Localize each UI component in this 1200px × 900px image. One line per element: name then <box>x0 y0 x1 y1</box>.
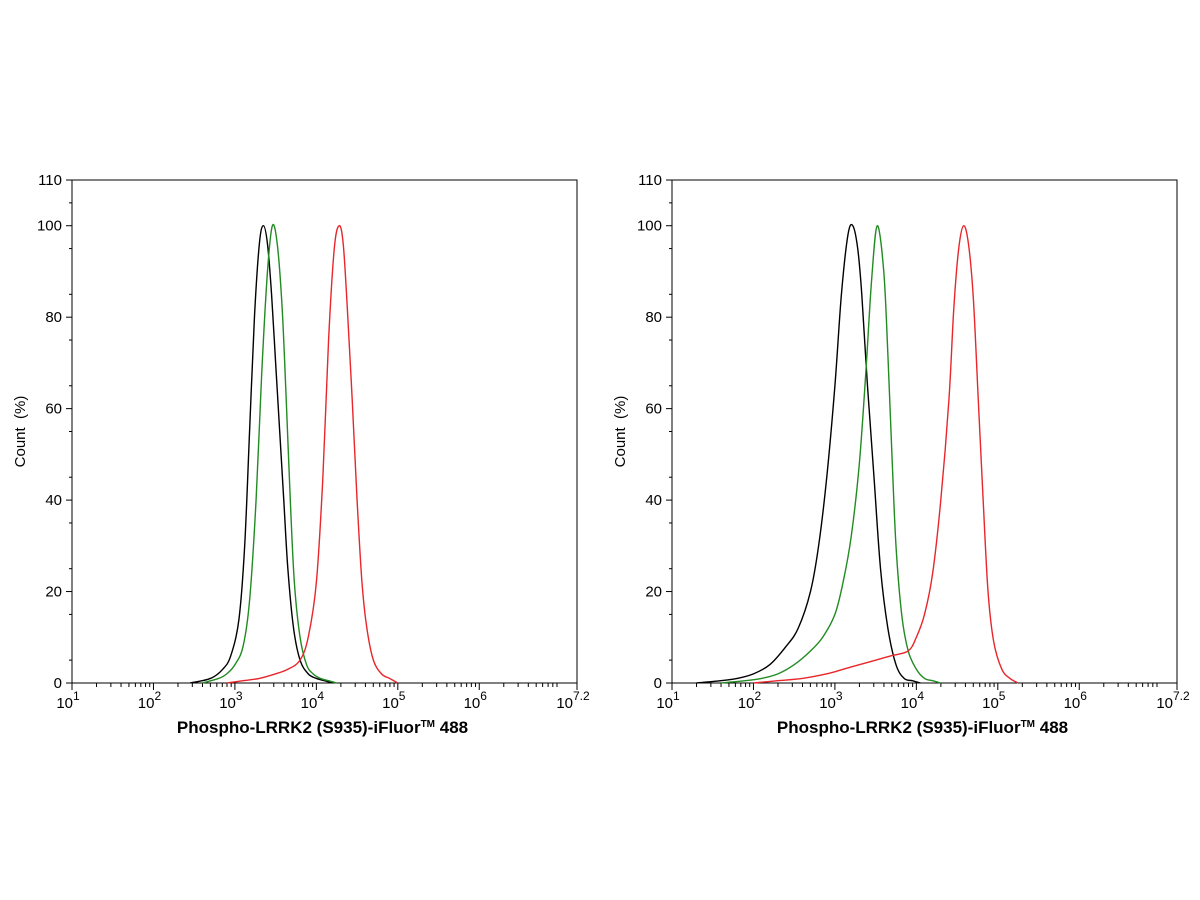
x-tick-exponent: 6 <box>1080 689 1087 703</box>
x-tick-exponent: 1 <box>673 689 680 703</box>
x-tick-base: 10 <box>382 695 399 712</box>
y-tick-label: 80 <box>645 309 662 326</box>
x-tick-base: 10 <box>219 695 236 712</box>
x-tick-label: 104 <box>301 689 325 712</box>
x-tick-label: 106 <box>1064 689 1088 712</box>
y-tick-label: 20 <box>45 584 62 601</box>
x-tick-exponent: 4 <box>917 689 924 703</box>
x-tick-exponent: 7.2 <box>1173 689 1190 703</box>
x-tick-label: 107.2 <box>556 689 590 712</box>
x-tick-label: 106 <box>464 689 488 712</box>
x-tick-base: 10 <box>656 695 673 712</box>
y-tick-label: 100 <box>637 218 662 235</box>
x-tick-exponent: 5 <box>999 689 1006 703</box>
x-tick-base: 10 <box>1064 695 1081 712</box>
x-tick-exponent: 5 <box>399 689 406 703</box>
x-tick-label: 101 <box>656 689 680 712</box>
series-line-red <box>753 225 1019 684</box>
x-tick-base: 10 <box>56 695 73 712</box>
x-axis-title-main: Phospho-LRRK2 (S935)-iFluor <box>777 718 1021 737</box>
x-tick-exponent: 7.2 <box>573 689 590 703</box>
x-tick-base: 10 <box>556 695 573 712</box>
plot-frame <box>671 179 1178 684</box>
y-tick-label: 60 <box>645 401 662 418</box>
y-tick-label: 20 <box>645 584 662 601</box>
x-tick-exponent: 3 <box>236 689 243 703</box>
x-tick-base: 10 <box>982 695 999 712</box>
x-axis-title: Phospho-LRRK2 (S935)-iFluorTM 488 <box>777 718 1068 737</box>
y-axis-title: Count (%) <box>612 396 629 468</box>
x-tick-label: 101 <box>56 689 80 712</box>
x-axis-title-trademark: TM <box>421 719 435 730</box>
x-tick-exponent: 3 <box>836 689 843 703</box>
x-tick-label: 103 <box>819 689 843 712</box>
x-tick-exponent: 2 <box>754 689 761 703</box>
y-tick-label: 110 <box>38 172 62 189</box>
x-tick-label: 102 <box>738 689 762 712</box>
series-line-green <box>202 223 337 684</box>
x-tick-base: 10 <box>464 695 481 712</box>
y-tick-label: 80 <box>45 309 62 326</box>
y-tick-label: 110 <box>638 172 662 189</box>
y-axis-title: Count (%) <box>12 396 29 468</box>
x-tick-base: 10 <box>819 695 836 712</box>
x-tick-base: 10 <box>738 695 755 712</box>
y-tick-label: 100 <box>37 218 62 235</box>
series-line-green <box>720 225 941 684</box>
x-axis-title-trademark: TM <box>1021 719 1035 730</box>
x-tick-base: 10 <box>1156 695 1173 712</box>
series-line-black <box>189 225 333 684</box>
x-axis-title-tail: 488 <box>1035 718 1068 737</box>
x-axis-title-tail: 488 <box>435 718 468 737</box>
x-tick-label: 107.2 <box>1156 689 1190 712</box>
x-tick-label: 104 <box>901 689 925 712</box>
x-tick-label: 102 <box>138 689 162 712</box>
y-tick-label: 0 <box>54 675 62 692</box>
x-tick-exponent: 4 <box>317 689 324 703</box>
y-tick-label: 0 <box>654 675 662 692</box>
y-tick-label: 40 <box>45 492 62 509</box>
x-tick-base: 10 <box>301 695 318 712</box>
x-tick-exponent: 6 <box>480 689 487 703</box>
x-axis-title: Phospho-LRRK2 (S935)-iFluorTM 488 <box>177 718 468 737</box>
series-line-red <box>226 225 399 684</box>
x-tick-base: 10 <box>138 695 155 712</box>
x-tick-exponent: 2 <box>154 689 161 703</box>
x-tick-base: 10 <box>901 695 918 712</box>
x-tick-label: 103 <box>219 689 243 712</box>
x-axis-title-main: Phospho-LRRK2 (S935)-iFluor <box>177 718 421 737</box>
y-tick-label: 40 <box>645 492 662 509</box>
x-tick-label: 105 <box>982 689 1006 712</box>
series-line-black <box>696 223 921 684</box>
x-tick-exponent: 1 <box>73 689 80 703</box>
x-tick-label: 105 <box>382 689 406 712</box>
y-tick-label: 60 <box>45 401 62 418</box>
